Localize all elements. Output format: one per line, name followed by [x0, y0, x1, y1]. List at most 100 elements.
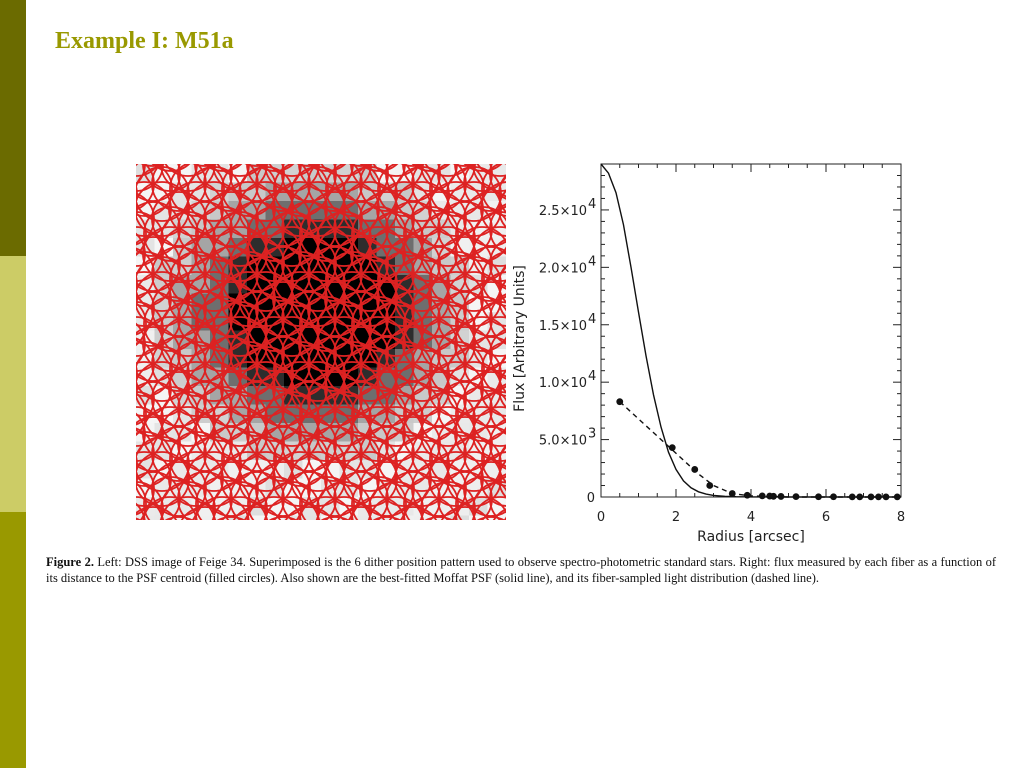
fiber-circle	[446, 256, 502, 312]
fiber-circle	[212, 496, 268, 520]
fiber-circle	[472, 496, 506, 520]
fiber-circle	[336, 506, 386, 520]
fiber-circle	[151, 246, 207, 302]
fiber-circle	[136, 291, 181, 347]
fiber-circle	[238, 346, 294, 402]
y-tick-exponent: 4	[588, 197, 596, 212]
fiber-circle	[177, 201, 233, 257]
fiber-circle	[411, 336, 467, 392]
x-tick-label: 2	[672, 510, 680, 525]
data-point	[875, 493, 882, 501]
y-tick-exponent: 3	[588, 427, 596, 442]
fiber-circle	[359, 246, 415, 302]
fiber-circle	[229, 381, 285, 437]
fiber-circle	[186, 436, 242, 492]
dss-image-feige34	[136, 164, 506, 520]
fiber-circle	[420, 481, 476, 520]
fiber-circle	[498, 444, 506, 484]
fiber-circle	[472, 481, 506, 520]
fiber-circle	[424, 516, 454, 520]
fiber-circle	[385, 471, 441, 520]
fiber-circle	[212, 481, 268, 520]
fiber-circle	[472, 211, 506, 267]
fiber-circle	[255, 336, 311, 392]
data-point	[856, 493, 864, 501]
fiber-circle	[143, 476, 199, 520]
fiber-circle	[489, 473, 506, 520]
fiber-circle	[333, 381, 389, 437]
fiber-circle	[136, 183, 138, 205]
fiber-circle	[136, 164, 155, 211]
data-point	[893, 493, 901, 501]
fiber-circle	[136, 337, 155, 391]
data-point	[706, 482, 714, 489]
flux-radius-chart: 0 2 4 6 805.0×10 31.0×10 41.5×10 42.0×10 42.5×10…	[512, 163, 905, 545]
y-tick-label: 5.0×10	[539, 434, 587, 449]
data-point	[616, 398, 624, 406]
fiber-circle	[476, 164, 506, 177]
data-point	[777, 493, 785, 500]
fiber-circle	[452, 164, 478, 167]
caption-text: Left: DSS image of Feige 34. Superimpose…	[46, 555, 996, 586]
fiber-circle	[446, 166, 502, 222]
fiber-circle	[368, 211, 424, 267]
fiber-circle	[180, 506, 230, 520]
fiber-circle	[136, 391, 147, 437]
fiber-circle	[136, 346, 190, 402]
dss-pixel	[210, 515, 230, 520]
fiber-circle	[394, 166, 450, 222]
y-tick-label: 0	[587, 491, 595, 506]
data-point	[668, 444, 676, 452]
x-tick-label: 8	[897, 510, 905, 525]
fiber-circle	[160, 211, 216, 267]
fiber-circle	[136, 256, 190, 312]
fiber-circle	[164, 516, 194, 520]
fiber-circle	[264, 391, 320, 447]
fiber-circle	[136, 453, 138, 475]
data-point	[848, 493, 856, 501]
fiber-circle	[194, 496, 250, 520]
fiber-circle	[372, 164, 420, 177]
x-axis-label: Radius [arcsec]	[697, 529, 805, 545]
dss-pixel	[154, 515, 174, 520]
data-point	[882, 493, 890, 501]
plot-frame	[600, 163, 902, 498]
data-point	[792, 493, 800, 501]
fiber-circle	[411, 246, 467, 302]
fiber-circle	[394, 436, 450, 492]
y-tick-label: 1.5×10	[539, 319, 587, 334]
fiber-dither-circles	[136, 164, 506, 520]
fiber-circle	[136, 273, 138, 295]
fiber-circle	[333, 201, 389, 257]
fiber-circle	[160, 481, 216, 520]
accent-bar-bottom	[0, 512, 26, 768]
fiber-circle	[320, 164, 368, 177]
fiber-circle	[212, 391, 268, 447]
fiber-circle	[348, 164, 374, 167]
fiber-circle	[238, 436, 294, 492]
dss-pixel	[302, 478, 322, 498]
fiber-circle	[437, 201, 493, 257]
fiber-circle	[385, 291, 441, 347]
fiber-circle	[136, 247, 155, 301]
fiber-circle	[368, 301, 424, 357]
fiber-circle	[411, 426, 467, 482]
fiber-circle	[264, 481, 320, 520]
fiber-circle	[333, 291, 389, 347]
fiber-circle	[498, 354, 506, 394]
y-axis-label: Flux [Arbitrary Units]	[512, 265, 528, 412]
fiber-circle	[186, 256, 242, 312]
fiber-circle	[281, 201, 337, 257]
fiber-circle	[216, 516, 246, 520]
fiber-circle	[255, 164, 311, 212]
fiber-circle	[359, 336, 415, 392]
fiber-circle	[160, 496, 216, 520]
figure-caption: Figure 2. Left: DSS image of Feige 34. S…	[46, 554, 996, 587]
fiber-circle	[424, 164, 472, 177]
fiber-circle	[136, 301, 147, 347]
fiber-circle	[195, 476, 251, 520]
fiber-circle	[229, 201, 285, 257]
fiber-circle	[481, 164, 506, 217]
fiber-circle	[440, 506, 490, 520]
y-tick-label: 2.0×10	[539, 261, 587, 276]
